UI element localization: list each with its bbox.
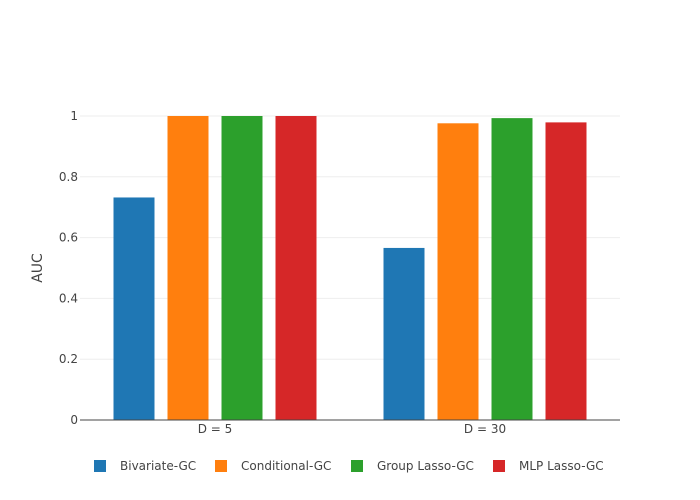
bars (113, 116, 587, 421)
legend[interactable]: Bivariate-GC Conditional-GC Group Lasso-GC… (94, 459, 604, 473)
legend-swatch (493, 460, 505, 472)
y-tick-label: 0.2 (59, 352, 78, 366)
y-tick-label: 0.6 (59, 231, 78, 245)
bar-mlp-lasso-gc-1[interactable] (545, 122, 587, 420)
legend-label: Group Lasso-GC (377, 459, 474, 473)
y-axis-ticks: 0 0.2 0.4 0.6 0.8 1 (59, 109, 78, 427)
bar-group-lasso-gc-1[interactable] (491, 118, 533, 421)
bar-conditional-gc-1[interactable] (437, 123, 479, 421)
legend-item-bivariate-gc[interactable]: Bivariate-GC (94, 459, 196, 473)
legend-item-conditional-gc[interactable]: Conditional-GC (215, 459, 331, 473)
bar-bivariate-gc-1[interactable] (383, 247, 425, 420)
legend-item-mlp-lasso-gc[interactable]: MLP Lasso-GC (493, 459, 604, 473)
legend-label: Bivariate-GC (120, 459, 196, 473)
legend-swatch (351, 460, 363, 472)
legend-label: MLP Lasso-GC (519, 459, 604, 473)
legend-label: Conditional-GC (241, 459, 331, 473)
y-tick-label: 0 (70, 413, 78, 427)
y-tick-label: 0.8 (59, 170, 78, 184)
x-tick-label: D = 5 (198, 422, 233, 436)
y-tick-label: 1 (70, 109, 78, 123)
legend-swatch (215, 460, 227, 472)
bar-bivariate-gc-0[interactable] (113, 197, 155, 420)
bar-mlp-lasso-gc-0[interactable] (275, 116, 317, 420)
x-tick-label: D = 30 (464, 422, 506, 436)
y-axis-title: AUC (30, 253, 46, 283)
legend-item-group-lasso-gc[interactable]: Group Lasso-GC (351, 459, 474, 473)
gridlines (80, 115, 620, 360)
legend-swatch (94, 460, 106, 472)
x-axis-ticks: D = 5 D = 30 (198, 422, 506, 436)
y-tick-label: 0.4 (59, 291, 78, 305)
bar-group-lasso-gc-0[interactable] (221, 116, 263, 420)
bar-conditional-gc-0[interactable] (167, 116, 209, 420)
